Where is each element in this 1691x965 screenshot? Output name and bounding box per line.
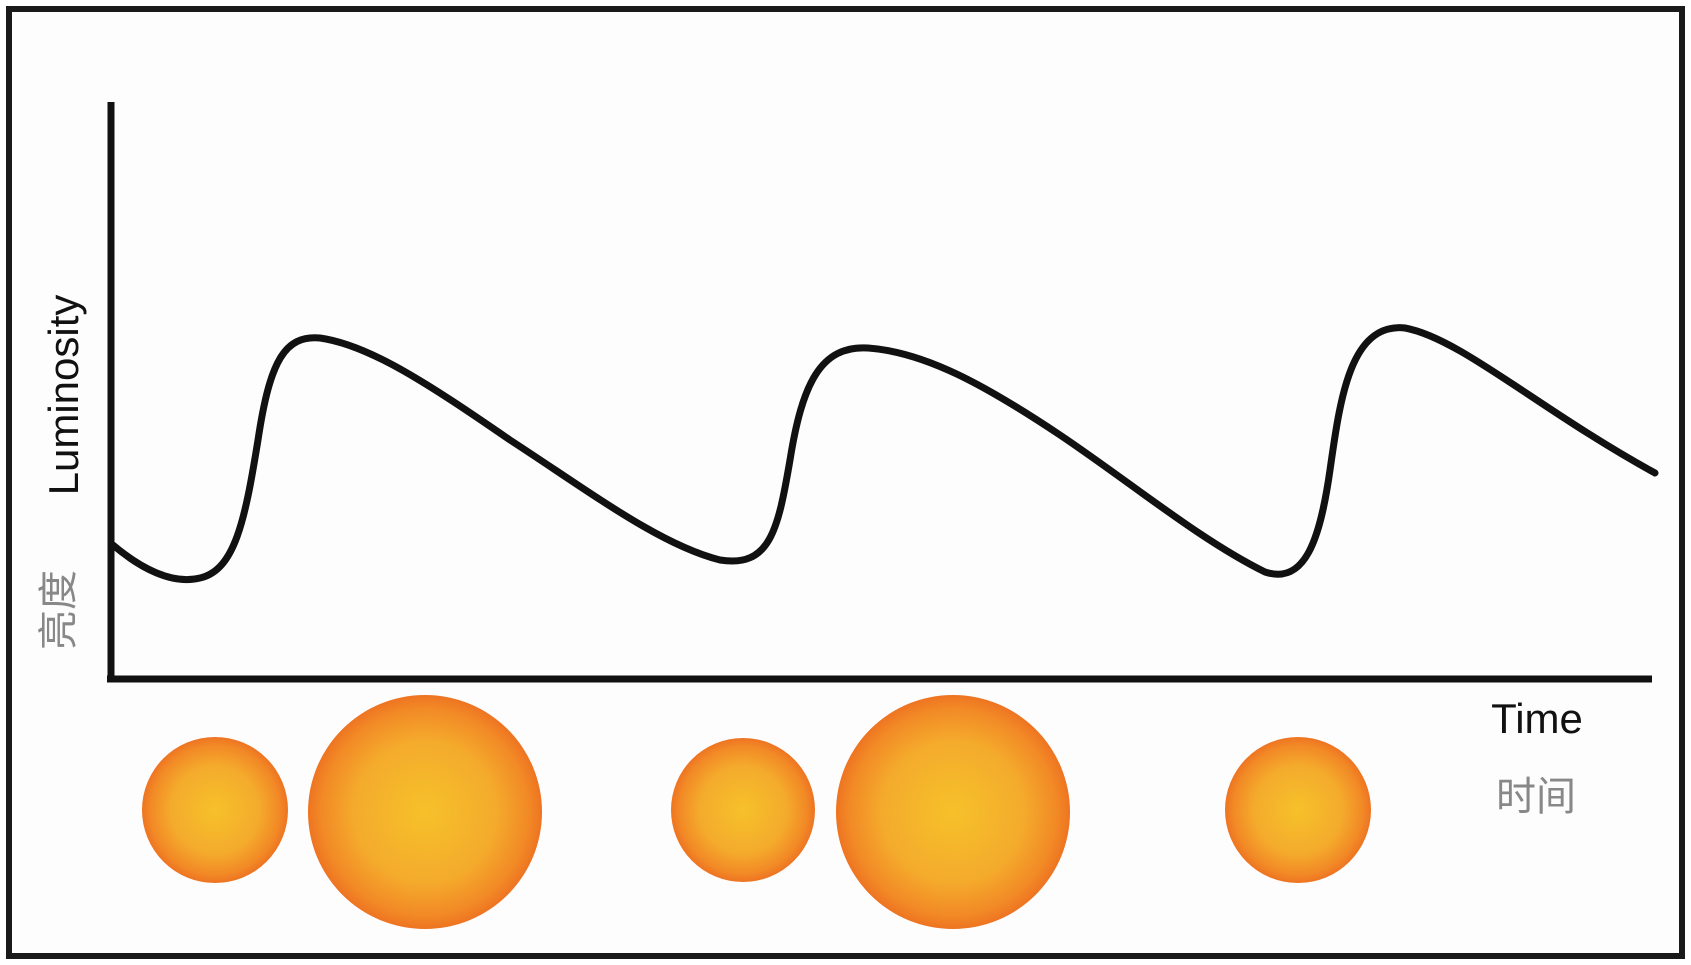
star-small-2: [671, 738, 815, 882]
star-small-1: [142, 737, 288, 883]
star-large-2: [836, 695, 1070, 929]
luminosity-curve: [109, 324, 1659, 584]
x-axis-label-zh: 时间: [1496, 774, 1576, 820]
star-large-1: [308, 695, 542, 929]
y-axis-label-zh: 亮度: [36, 570, 82, 650]
y-axis-label: Luminosity: [40, 295, 87, 496]
star-small-3: [1225, 737, 1371, 883]
x-axis-label: Time: [1491, 695, 1583, 742]
